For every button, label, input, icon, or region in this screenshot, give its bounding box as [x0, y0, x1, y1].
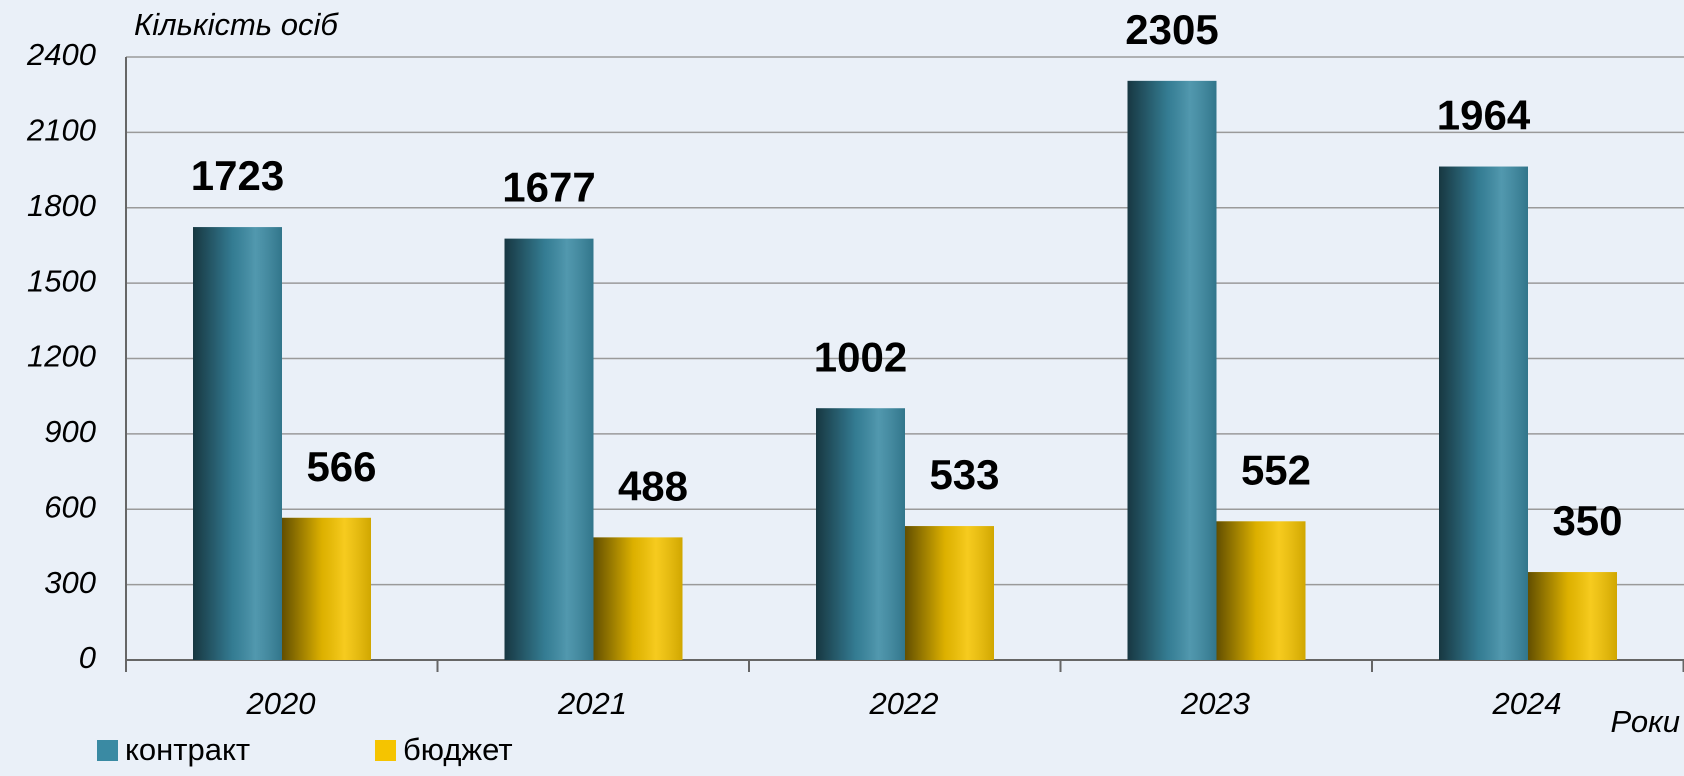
y-tick-label: 1200 [27, 339, 96, 374]
legend-label: бюджет [403, 732, 513, 767]
value-label: 2305 [1125, 6, 1218, 53]
y-tick-label: 600 [44, 489, 96, 524]
value-label: 350 [1552, 497, 1622, 544]
x-tick-label: 2023 [1180, 686, 1250, 721]
x-tick-label: 2021 [557, 686, 627, 721]
x-tick-label: 2020 [246, 686, 316, 721]
value-label: 1677 [502, 164, 595, 211]
value-label: 488 [618, 462, 688, 509]
value-label: 552 [1241, 446, 1311, 493]
value-label: 1964 [1437, 92, 1531, 139]
bar-shade [504, 238, 594, 660]
x-axis-label: Роки [1611, 704, 1680, 739]
bar-shade [593, 537, 683, 660]
bar-shade [1127, 80, 1217, 660]
y-tick-label: 300 [44, 565, 96, 600]
x-tick-label: 2022 [869, 686, 939, 721]
x-tick-label: 2024 [1492, 686, 1562, 721]
y-tick-label: 1500 [27, 263, 96, 298]
value-label: 1002 [814, 333, 907, 380]
bar-shade [816, 408, 905, 660]
legend-swatch [375, 740, 396, 761]
y-tick-label: 900 [44, 414, 96, 449]
bar-shade [905, 526, 994, 660]
bar-shade [282, 517, 371, 660]
bar-shade [1216, 521, 1306, 660]
legend-swatch [97, 740, 118, 761]
y-tick-label: 1800 [27, 188, 96, 223]
value-label: 566 [306, 443, 376, 490]
y-tick-label: 2400 [26, 37, 96, 72]
bar-shade [193, 227, 282, 660]
value-label: 1723 [191, 152, 284, 199]
bar-shade [1439, 166, 1528, 661]
legend-label: контракт [125, 732, 250, 767]
y-tick-label: 0 [79, 640, 96, 675]
value-label: 533 [929, 451, 999, 498]
y-tick-label: 2100 [26, 113, 96, 148]
bar-shade [1528, 572, 1617, 660]
y-axis-label: Кількість осіб [134, 7, 339, 42]
